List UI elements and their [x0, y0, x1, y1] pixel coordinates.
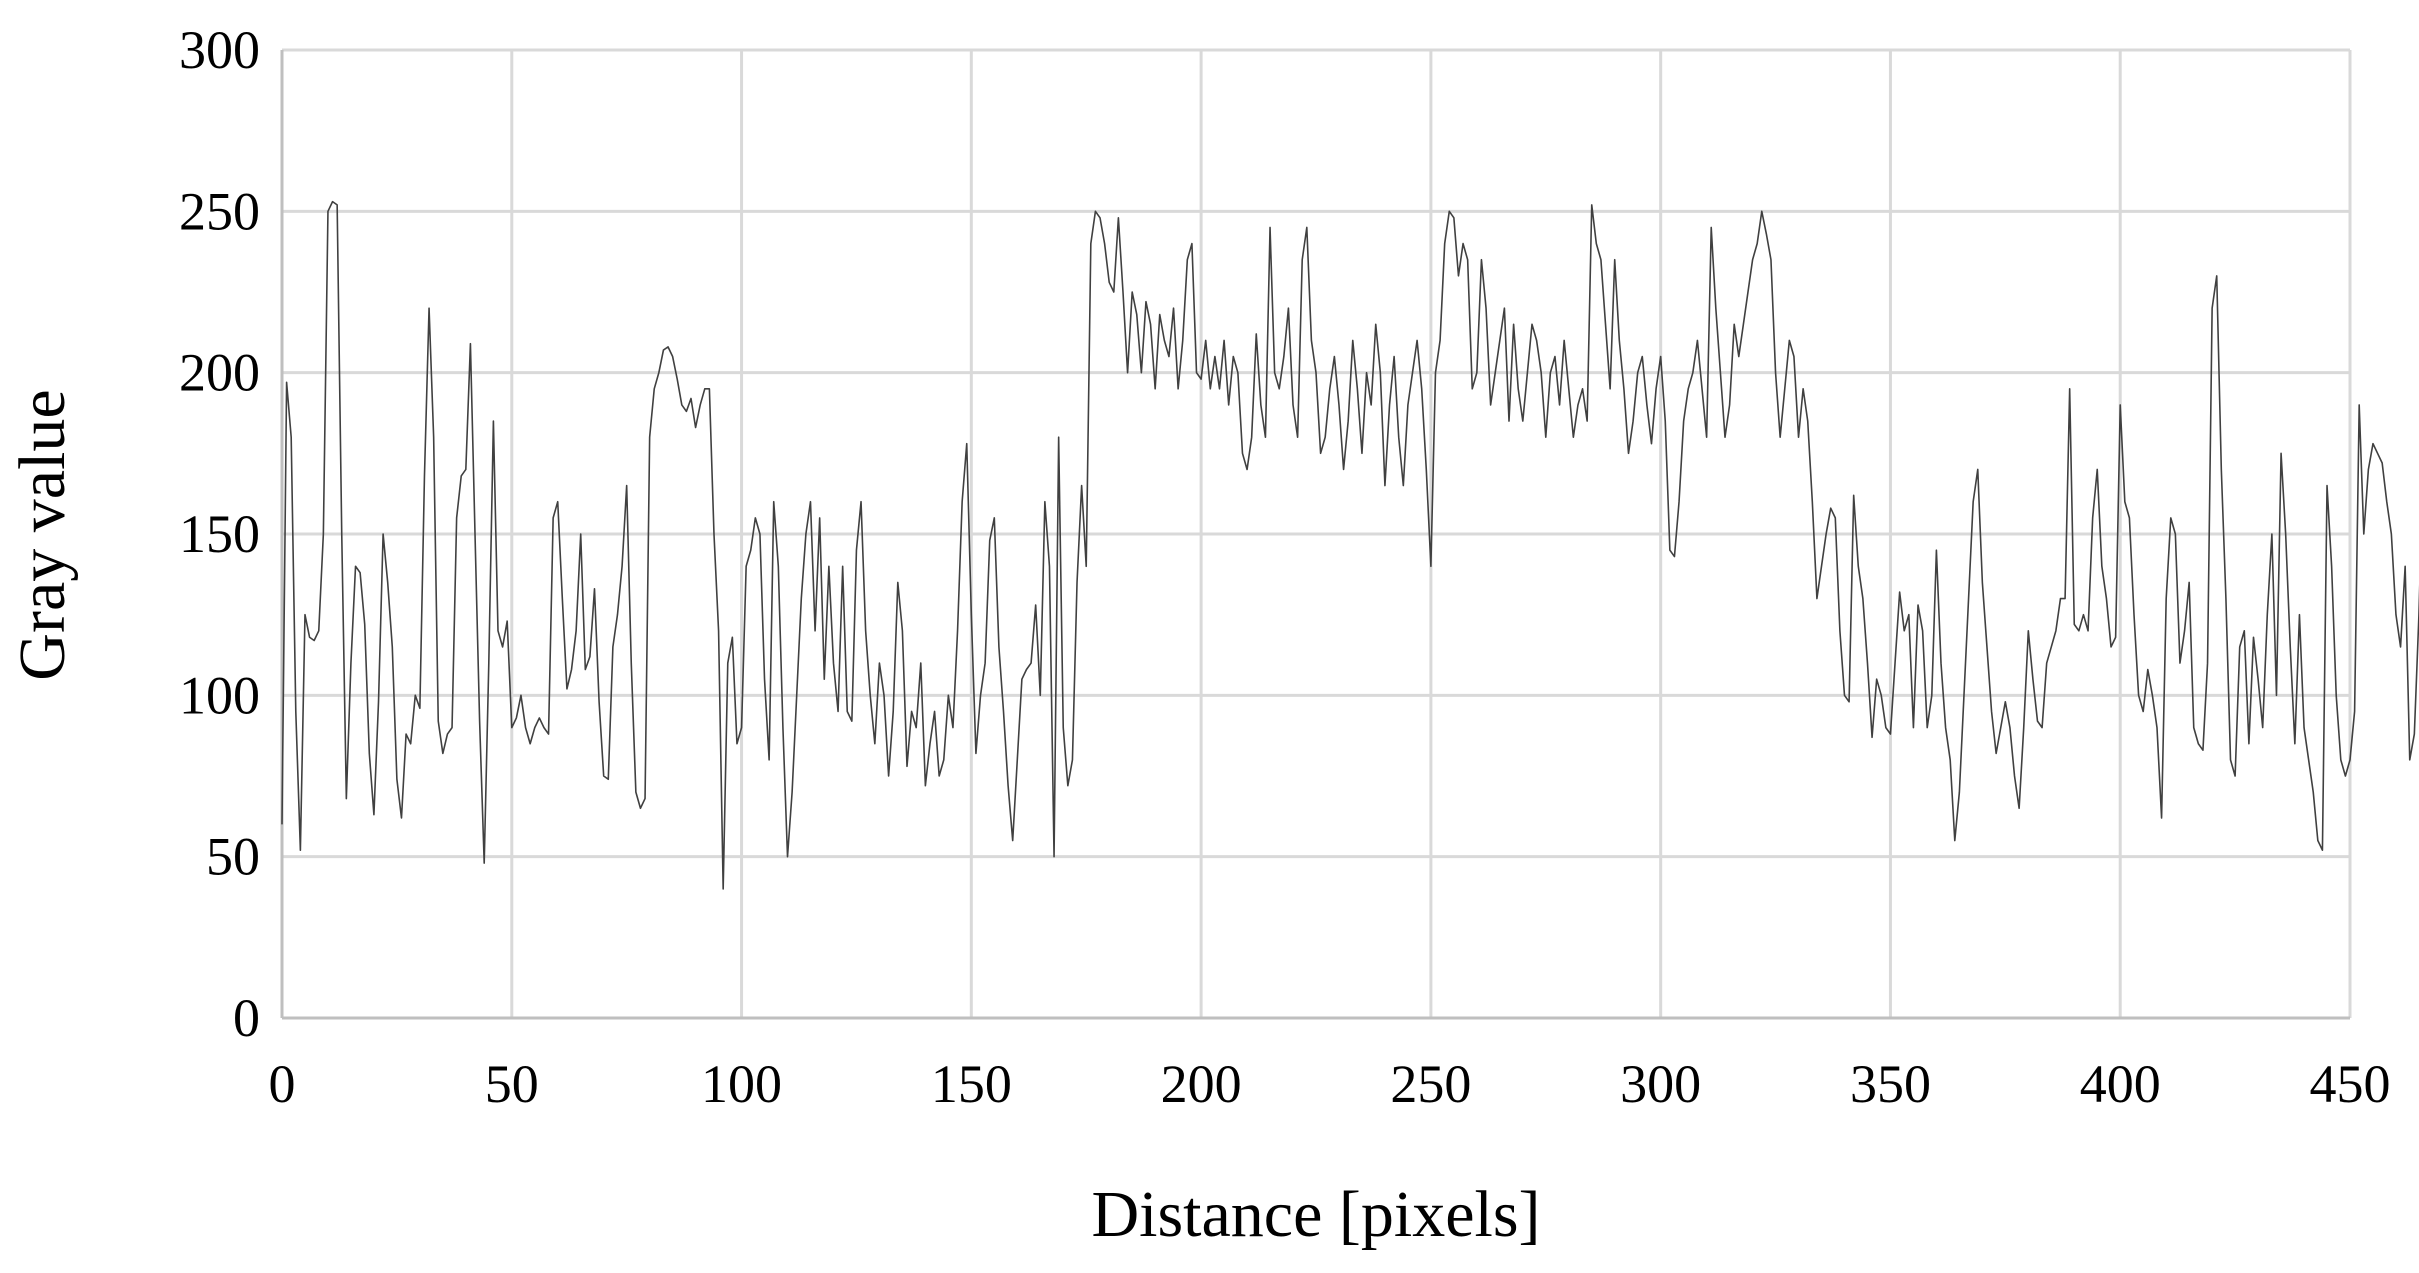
x-tick-label: 100 — [701, 1054, 782, 1114]
y-axis-title: Gray value — [6, 389, 79, 680]
x-tick-label: 150 — [931, 1054, 1012, 1114]
x-tick-label: 200 — [1161, 1054, 1242, 1114]
y-axis-tick-labels: 0 50 100 150 200 250 300 — [179, 20, 260, 1048]
y-tick-label: 0 — [233, 988, 260, 1048]
x-tick-label: 50 — [485, 1054, 539, 1114]
x-tick-label: 400 — [2080, 1054, 2161, 1114]
series-line-0 — [281, 200, 2419, 890]
horizontal-gridlines — [282, 48, 2350, 859]
y-tick-label: 200 — [179, 343, 260, 403]
x-axis-title: Distance [pixels] — [1091, 1178, 1540, 1251]
y-tick-label: 150 — [179, 504, 260, 564]
x-tick-label: 0 — [269, 1054, 296, 1114]
y-tick-label: 300 — [179, 20, 260, 80]
x-tick-label: 250 — [1390, 1054, 1471, 1114]
y-tick-label: 50 — [206, 827, 260, 887]
series-layer — [281, 200, 2419, 890]
y-tick-label: 100 — [179, 665, 260, 725]
y-tick-label: 250 — [179, 181, 260, 241]
x-tick-label: 450 — [2310, 1054, 2391, 1114]
x-axis-tick-labels: 0 50 100 150 200 250 300 350 400 450 — [269, 1054, 2391, 1114]
x-tick-label: 350 — [1850, 1054, 1931, 1114]
x-tick-label: 300 — [1620, 1054, 1701, 1114]
axes — [280, 50, 2350, 1020]
